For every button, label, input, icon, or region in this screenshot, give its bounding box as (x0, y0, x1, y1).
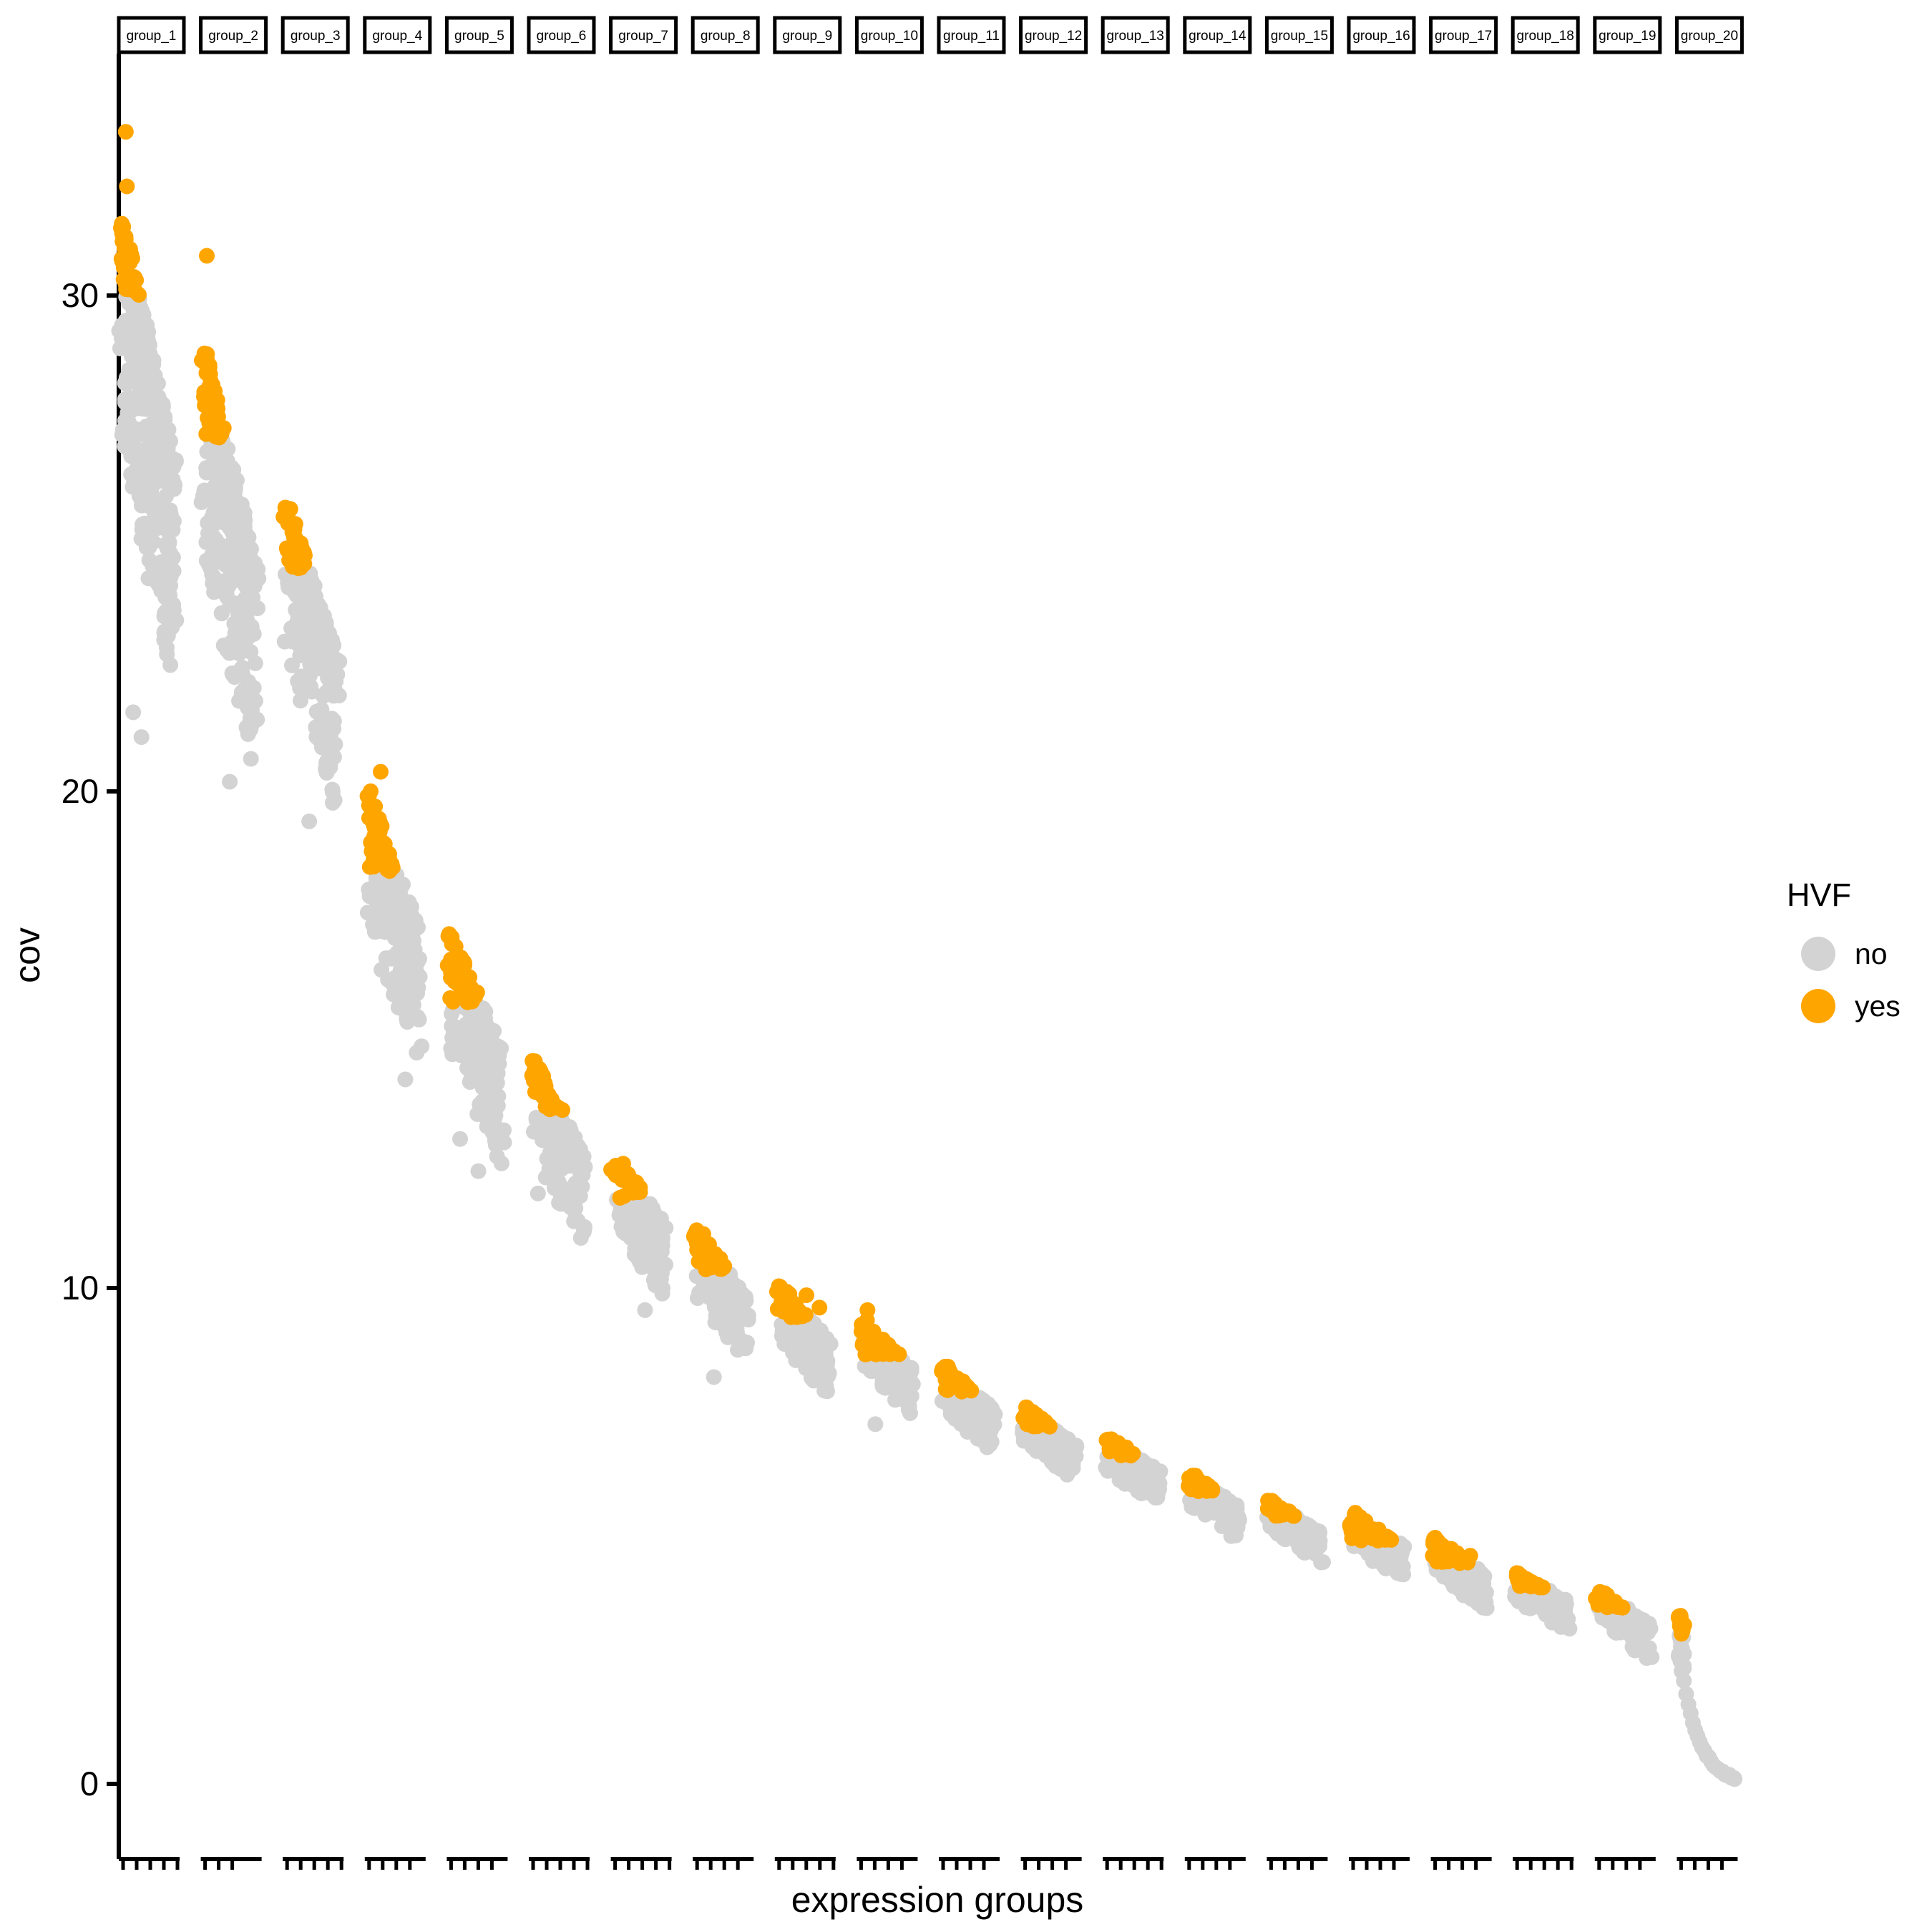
facet-points (1181, 1468, 1247, 1544)
facet-points (1670, 1608, 1743, 1787)
facet-strip-label: group_14 (1189, 29, 1246, 44)
facet-strip-label: group_13 (1107, 29, 1164, 44)
legend-label-no: no (1855, 937, 1888, 970)
facet-strip-box (1674, 16, 1744, 54)
facet-points (1507, 1565, 1578, 1637)
facet-strip-label: group_1 (127, 29, 177, 44)
facet-strip-box (1429, 16, 1498, 54)
facet-strip-label: group_10 (861, 29, 918, 44)
facet-strip-label: group_12 (1025, 29, 1082, 44)
facet-group_5: group_5 (439, 16, 514, 1870)
facet-points (439, 926, 512, 1179)
facet-points (275, 499, 348, 829)
facet-group_9: group_9 (769, 16, 842, 1870)
facet-strip-box (937, 16, 1006, 54)
facet-group_13: group_13 (1098, 16, 1170, 1870)
y-axis: 30 20 10 0 cov (7, 54, 121, 1859)
facet-group_1: group_1 (111, 16, 186, 1870)
facet-strip-label: group_5 (454, 29, 504, 44)
facet-strip-label: group_2 (208, 29, 258, 44)
legend-swatch-yes (1801, 989, 1835, 1023)
facet-strip-label: group_7 (618, 29, 668, 44)
facet-strip-box (1593, 16, 1662, 54)
facet-group_14: group_14 (1181, 16, 1252, 1870)
facet-group_19: group_19 (1588, 16, 1662, 1870)
facet-strip-box (444, 16, 514, 54)
facet-strip-label: group_3 (291, 29, 341, 44)
facet-strip-label: group_9 (782, 29, 832, 44)
facet-group_17: group_17 (1425, 16, 1498, 1870)
facet-points (1425, 1530, 1495, 1616)
facet-strip-label: group_16 (1352, 29, 1410, 44)
y-tick-label-10: 10 (62, 1269, 99, 1307)
legend-title: HVF (1787, 877, 1851, 913)
y-axis-title: cov (7, 927, 47, 983)
y-tick-label-0: 0 (80, 1765, 99, 1802)
facet-strip-box (199, 16, 268, 54)
facet-group_3: group_3 (275, 16, 350, 1870)
facet-group_6: group_6 (524, 16, 596, 1870)
facet-strip-box (1183, 16, 1252, 54)
facet-points (1015, 1399, 1085, 1483)
facet-strip-label: group_6 (537, 29, 587, 44)
facet-strip-box (773, 16, 842, 54)
facet-strip-box (1347, 16, 1416, 54)
facet-group_15: group_15 (1259, 16, 1334, 1870)
facet-group_10: group_10 (853, 16, 924, 1870)
facet-strip-label: group_8 (701, 29, 751, 44)
facet-points (193, 248, 267, 790)
facet-group_18: group_18 (1507, 16, 1580, 1870)
facet-strip-box (363, 16, 432, 54)
facet-strip-box (1101, 16, 1170, 54)
x-axis-title: expression groups (791, 1880, 1084, 1920)
facet-points (1259, 1493, 1331, 1571)
facet-group_4: group_4 (359, 16, 432, 1870)
facet-group_11: group_11 (934, 16, 1006, 1870)
facet-strip-label: group_18 (1517, 29, 1574, 44)
facet-strip-box (1511, 16, 1580, 54)
facets-layer: group_1 group_2 group_3 group_4 group_5 group… (111, 16, 1744, 1870)
facet-strip-box (609, 16, 678, 54)
facet-points (524, 1053, 593, 1246)
legend-label-yes: yes (1855, 990, 1901, 1023)
facet-strip-box (691, 16, 760, 54)
facet-points (686, 1222, 756, 1385)
facet-points (934, 1358, 1003, 1455)
facet-points (1098, 1431, 1169, 1506)
facet-group_12: group_12 (1015, 16, 1088, 1870)
facet-points (111, 124, 185, 746)
facet-strip-box (280, 16, 350, 54)
facet-points (1588, 1584, 1660, 1667)
y-tick-label-30: 30 (62, 276, 99, 314)
facet-strip-box (527, 16, 596, 54)
facet-strip-label: group_17 (1435, 29, 1492, 44)
facet-strip-box (1264, 16, 1334, 54)
facet-strip-box (854, 16, 924, 54)
facet-group_8: group_8 (686, 16, 760, 1870)
facet-points (769, 1278, 839, 1400)
facet-group_16: group_16 (1342, 16, 1416, 1870)
facet-group_7: group_7 (603, 16, 678, 1870)
facet-points (359, 763, 430, 1088)
y-tick-label-20: 20 (62, 772, 99, 810)
facet-strip-box (1019, 16, 1088, 54)
facet-points (1342, 1505, 1413, 1583)
legend-swatch-no (1801, 937, 1835, 971)
facet-strip-label: group_15 (1271, 29, 1328, 44)
facet-strip-label: group_19 (1599, 29, 1656, 44)
facet-strip-label: group_20 (1681, 29, 1738, 44)
legend: HVF no yes (1787, 877, 1901, 1023)
facet-strip-label: group_11 (943, 29, 1000, 44)
facet-points (853, 1302, 921, 1433)
facet-strip-label: group_4 (372, 29, 422, 44)
facet-group_2: group_2 (193, 16, 268, 1870)
facet-points (603, 1156, 674, 1318)
facet-strip-box (117, 16, 186, 54)
facet-group_20: group_20 (1670, 16, 1744, 1870)
